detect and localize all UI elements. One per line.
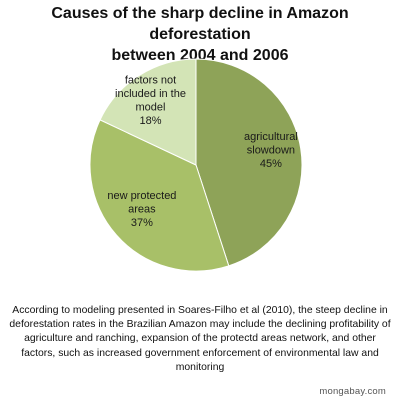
pie-slice	[99, 58, 197, 166]
pie-slice-label-line: slowdown	[247, 145, 295, 157]
chart-title-line-1: Causes of the sharp decline in Amazon de…	[51, 5, 349, 43]
pie-slice-label-line: model	[136, 102, 166, 114]
chart-title-line-2: between 2004 and 2006	[111, 47, 289, 64]
pie-slice-label-line: factors not	[125, 75, 176, 87]
source-credit: mongabay.com	[319, 386, 386, 397]
pie-slice	[89, 119, 230, 272]
pie-slice-label: new protected areas 37%	[107, 190, 176, 229]
pie-slice-label-line: areas	[128, 204, 156, 216]
pie-slice-label-line: new protected	[107, 190, 176, 202]
pie-slice-label: factors not included in the model 18%	[115, 75, 186, 128]
pie-slice-percent: 18%	[139, 115, 161, 127]
pie-slice-percent: 45%	[260, 158, 282, 170]
pie-slice-label: agricultural slowdown 45%	[244, 131, 298, 170]
pie-slice	[195, 58, 303, 267]
chart-caption: According to modeling presented in Soare…	[9, 305, 391, 373]
pie-slice-label-line: agricultural	[244, 131, 298, 143]
chart-title: Causes of the sharp decline in Amazon de…	[0, 3, 400, 66]
pie-slice-percent: 37%	[131, 217, 153, 229]
pie-slice-label-line: included in the	[115, 88, 186, 100]
